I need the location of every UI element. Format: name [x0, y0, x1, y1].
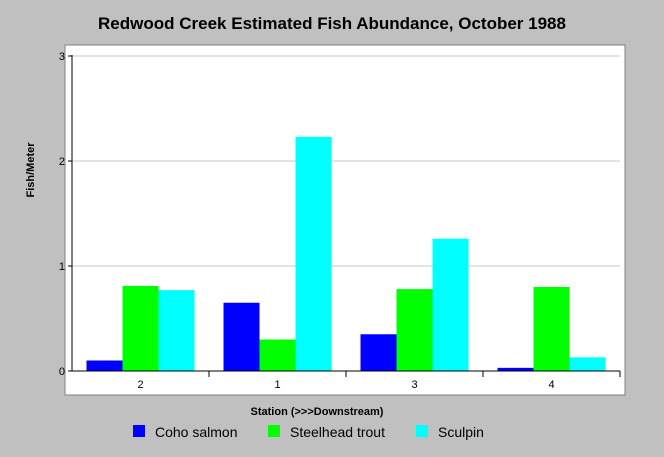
y-tick-label: 0 — [59, 366, 65, 378]
x-axis-label: Station (>>>Downstream) — [251, 406, 384, 418]
axes — [68, 55, 621, 377]
x-tick-label: 3 — [411, 379, 417, 391]
legend-label-coho-salmon: Coho salmon — [155, 424, 238, 440]
bar-steelhead-trout-station-2 — [122, 285, 159, 371]
y-tick-label: 2 — [59, 156, 65, 168]
x-tick-label: 2 — [137, 379, 143, 391]
bar-coho-salmon-station-3 — [360, 334, 397, 371]
x-tick-labels: 2 1 3 4 — [137, 379, 554, 391]
y-tick-label: 1 — [59, 261, 65, 273]
legend-swatch-coho-salmon — [133, 425, 145, 437]
legend-label-sculpin: Sculpin — [438, 424, 484, 440]
x-tick-label: 1 — [274, 379, 280, 391]
legend: Coho salmon Steelhead trout Sculpin — [133, 424, 484, 440]
gridlines — [72, 55, 620, 267]
bar-steelhead-trout-station-3 — [396, 289, 433, 371]
bar-steelhead-trout-station-1 — [259, 339, 296, 371]
y-axis-label: Fish/Meter — [25, 142, 37, 198]
y-tick-label: 3 — [59, 51, 65, 63]
bar-sculpin-station-2 — [158, 290, 195, 371]
y-tick-labels: 0 1 2 3 — [59, 51, 65, 378]
bar-steelhead-trout-station-4 — [533, 287, 570, 371]
legend-label-steelhead-trout: Steelhead trout — [290, 424, 385, 440]
chart-title: Redwood Creek Estimated Fish Abundance, … — [98, 14, 566, 33]
bar-sculpin-station-4 — [569, 357, 606, 371]
bar-coho-salmon-station-2 — [86, 360, 123, 371]
bars — [86, 136, 606, 371]
x-tick-label: 4 — [548, 379, 554, 391]
legend-swatch-steelhead-trout — [268, 425, 280, 437]
bar-sculpin-station-3 — [432, 238, 469, 371]
legend-swatch-sculpin — [416, 425, 428, 437]
bar-coho-salmon-station-1 — [223, 302, 260, 371]
bar-sculpin-station-1 — [295, 136, 332, 371]
bar-coho-salmon-station-4 — [497, 367, 534, 371]
